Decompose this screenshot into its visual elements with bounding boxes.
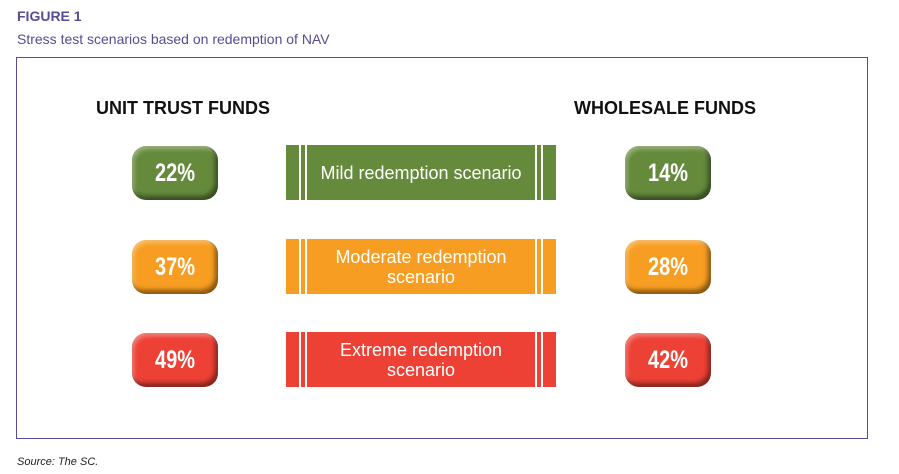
scenario-banner: Mild redemption scenario xyxy=(286,145,556,200)
figure-label: FIGURE 1 xyxy=(17,8,82,24)
source-note: Source: The SC. xyxy=(17,456,99,468)
scenario-banner: Extreme redemption scenario xyxy=(286,332,556,387)
unit-trust-value: 22% xyxy=(132,146,218,200)
header-unit-trust: UNIT TRUST FUNDS xyxy=(96,98,270,118)
wholesale-value: 28% xyxy=(625,240,711,294)
header-wholesale: WHOLESALE FUNDS xyxy=(574,98,756,118)
scenario-banner: Moderate redemption scenario xyxy=(286,239,556,294)
figure-frame xyxy=(16,57,868,439)
scenario-label: Mild redemption scenario xyxy=(307,145,535,200)
wholesale-value: 14% xyxy=(625,146,711,200)
scenario-label: Extreme redemption scenario xyxy=(307,332,535,387)
unit-trust-value: 37% xyxy=(132,240,218,294)
wholesale-value: 42% xyxy=(625,333,711,387)
unit-trust-value: 49% xyxy=(132,333,218,387)
scenario-label: Moderate redemption scenario xyxy=(307,239,535,294)
figure-subtitle: Stress test scenarios based on redemptio… xyxy=(17,31,330,47)
